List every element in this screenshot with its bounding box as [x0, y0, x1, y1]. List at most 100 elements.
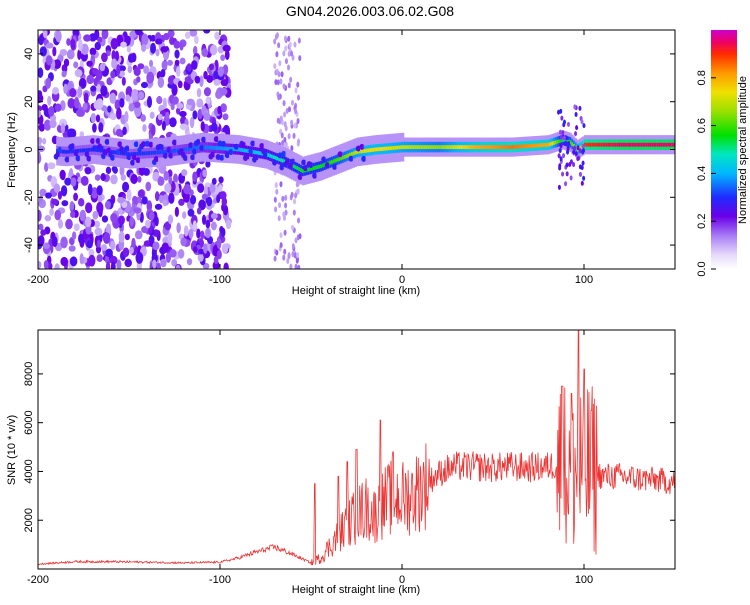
spectrogram-cell: [566, 149, 570, 155]
spectrogram-content: [38, 30, 675, 269]
spectrogram-cell: [562, 153, 566, 159]
y-tick-label: 8000: [23, 362, 35, 386]
spectrogram-cell: [281, 140, 285, 147]
spectrogram-cell: [69, 201, 75, 211]
spectrogram-cell: [616, 142, 620, 147]
spectrogram-cell: [443, 145, 447, 150]
spectrogram-cell: [148, 141, 154, 148]
spectrogram-cell: [376, 147, 379, 152]
spectrogram-cell: [79, 253, 84, 265]
spectrogram-cell: [95, 70, 103, 81]
spectrogram-cell: [149, 111, 155, 119]
spectrogram-cell: [312, 166, 316, 171]
spectrogram-cell: [63, 58, 70, 67]
spectrogram-cell: [162, 199, 168, 207]
spectrogram-cell: [70, 149, 74, 154]
spectrogram-cell: [69, 256, 78, 267]
spectrogram-cell: [169, 117, 177, 128]
spectrogram-cell: [75, 155, 81, 162]
spectrogram-cell: [604, 142, 607, 147]
spectrogram-cell: [150, 34, 157, 42]
spectrogram-cell: [213, 78, 221, 86]
spectrogram-cell: [398, 145, 401, 150]
spectrogram-cell: [295, 257, 299, 264]
spectrogram-cell: [149, 151, 152, 155]
spectrogram-cell: [179, 123, 188, 130]
spectrogram-cell: [44, 214, 52, 222]
spectrogram-cell: [352, 151, 356, 156]
spectrogram-cell: [65, 149, 68, 154]
spectrogram-cell: [294, 192, 298, 199]
spectrogram-cell: [278, 157, 281, 162]
spectrogram-cell: [96, 83, 101, 93]
spectrogram-cell: [574, 112, 578, 118]
spectrogram-cell: [361, 155, 367, 162]
spectrogram-cell: [57, 146, 63, 153]
spectrogram-cell: [203, 145, 206, 150]
spectrogram-cell: [214, 146, 217, 150]
spectrogram-cell: [664, 142, 667, 147]
spectrogram-cell: [429, 145, 432, 150]
spectrogram-cell: [205, 228, 211, 239]
spectrogram-cell: [316, 165, 319, 170]
spectrogram-cell: [46, 42, 54, 49]
spectrogram-cell: [162, 152, 168, 159]
spectrogram-cell: [183, 225, 189, 237]
spectrogram-cell: [511, 145, 514, 150]
spectrogram-cell: [55, 30, 62, 43]
spectrogram-cell: [156, 150, 159, 155]
spectrogram-cell: [224, 49, 230, 60]
spectrogram-cell: [427, 145, 430, 150]
spectrogram-cell: [278, 202, 282, 209]
spectrogram-cell: [564, 181, 568, 187]
spectrogram-cell: [294, 165, 297, 170]
spectrogram-cell: [456, 145, 459, 150]
spectrogram-cell: [189, 30, 198, 37]
colorbar-ticks: 0.0 0.2 0.4 0.6 0.8: [696, 70, 716, 277]
spectrogram-cell: [284, 194, 288, 201]
spectrogram-cell: [196, 88, 202, 98]
spectrogram-cell: [196, 207, 202, 215]
spectrogram-cell: [67, 128, 75, 139]
spectrogram-cell: [280, 158, 283, 162]
spectrogram-cell: [557, 184, 561, 190]
spectrogram-cell: [137, 91, 145, 100]
spectrogram-cell: [47, 95, 52, 106]
spectrogram-cell: [159, 144, 165, 151]
spectrogram-cell: [112, 150, 115, 155]
spectrogram-cell: [285, 107, 289, 114]
spectrogram-cell: [640, 142, 643, 147]
spectrogram-cell: [199, 144, 205, 151]
spectrogram-cell: [334, 158, 337, 163]
spectrogram-cell: [90, 187, 99, 199]
spectrogram-cell: [133, 101, 141, 109]
spectrogram-cell: [44, 162, 49, 172]
colorbar-gradient: [711, 30, 737, 269]
spectrogram-cell: [228, 148, 234, 155]
spectrogram-cell: [211, 177, 217, 185]
spectrogram-cell: [465, 145, 468, 150]
spectrogram-cell: [206, 196, 213, 207]
spectrogram-cell: [332, 159, 336, 164]
spectrogram-cell: [423, 145, 427, 150]
spectrogram-cell: [294, 237, 298, 244]
spectrogram-cell: [177, 248, 185, 259]
spectrogram-cell: [141, 196, 148, 205]
spectrogram-cell: [118, 215, 125, 225]
spectrogram-cell: [559, 143, 563, 149]
spectrogram-cell: [340, 156, 343, 161]
spectrogram-cell: [109, 255, 118, 265]
spectrogram-cell: [394, 145, 398, 150]
spectrogram-cell: [217, 184, 223, 194]
spectrogram-cell: [241, 141, 247, 148]
spectrogram-cell: [229, 146, 232, 151]
spectrogram-cell: [134, 152, 137, 156]
spectrogram-cell: [43, 119, 52, 131]
snr-content: [38, 330, 675, 566]
spectrogram-cell: [273, 38, 277, 45]
spectrogram-cell: [38, 209, 42, 222]
spectrogram-cell: [298, 55, 302, 62]
spectrogram-cell: [96, 239, 101, 248]
spectrogram-cell: [173, 40, 181, 49]
